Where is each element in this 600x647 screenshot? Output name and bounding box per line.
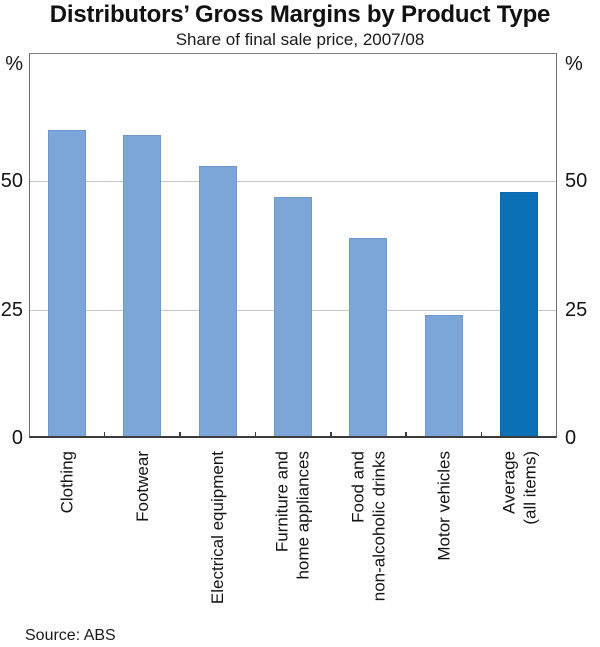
x-axis-tick bbox=[330, 432, 332, 438]
x-axis-tick bbox=[480, 432, 483, 438]
bar bbox=[424, 314, 463, 438]
chart-subtitle: Share of final sale price, 2007/08 bbox=[175, 30, 425, 49]
bar bbox=[274, 196, 312, 438]
x-axis-tick bbox=[103, 432, 106, 438]
x-axis-tick bbox=[254, 432, 256, 438]
y-axis-tick-label-right: 0 bbox=[565, 427, 577, 449]
y-axis-tick-label-left: 0 bbox=[11, 427, 23, 449]
x-axis-tick bbox=[179, 432, 181, 438]
bar bbox=[123, 135, 162, 438]
y-axis-tick-label-left: 50 bbox=[0, 170, 23, 193]
bar bbox=[198, 165, 237, 438]
x-axis-label-text: Footwear bbox=[132, 451, 152, 522]
source-note: Source: ABS bbox=[25, 627, 116, 644]
x-axis-label-text: Furniture and home appliances bbox=[273, 451, 313, 580]
x-axis-label-text: Average (all items) bbox=[499, 451, 540, 525]
plot-area bbox=[29, 53, 557, 438]
y-axis-tick-label-left: 25 bbox=[0, 298, 23, 321]
bar bbox=[47, 130, 86, 438]
x-axis-label-text: Clothing bbox=[57, 451, 77, 514]
x-axis-label-text: Electrical equipment bbox=[208, 451, 228, 605]
bar bbox=[349, 237, 388, 438]
x-axis-label-text: Food and non-alcoholic drinks bbox=[348, 451, 389, 602]
gridline bbox=[29, 181, 557, 183]
y-axis-unit-right: % bbox=[565, 53, 583, 75]
chart-title: Distributors’ Gross Margins by Product T… bbox=[49, 1, 551, 28]
x-axis-label-text: Motor vehicles bbox=[434, 451, 454, 561]
y-axis-tick-label-right: 50 bbox=[565, 170, 588, 193]
y-axis-unit-left: % bbox=[5, 53, 23, 75]
y-axis-tick-label-right: 25 bbox=[565, 298, 588, 321]
bar bbox=[500, 191, 539, 438]
x-axis-tick bbox=[405, 432, 407, 438]
